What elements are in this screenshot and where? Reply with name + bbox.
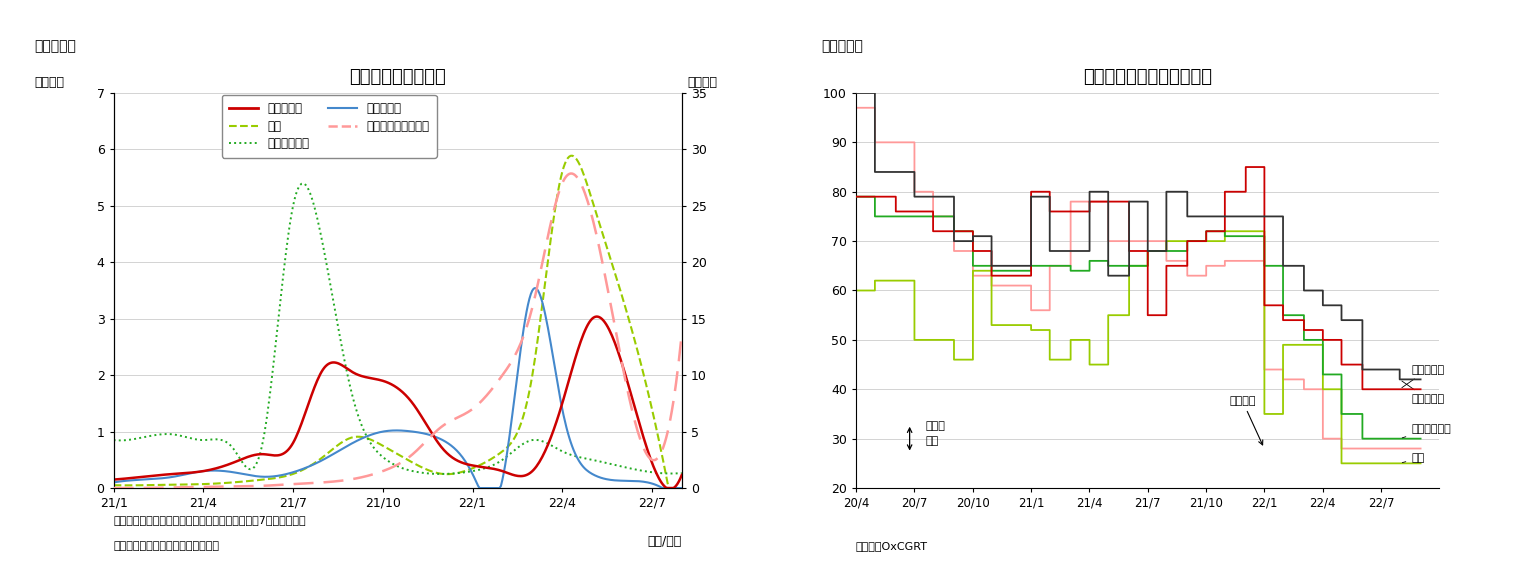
Title: 封じ込め政策の厳格度指数: 封じ込め政策の厳格度指数 bbox=[1083, 68, 1212, 86]
Title: 新規感染者数の推移: 新規感染者数の推移 bbox=[350, 68, 445, 86]
Text: （万人）: （万人） bbox=[33, 76, 64, 89]
Text: インドネシア: インドネシア bbox=[1403, 424, 1451, 438]
Text: ベトナム: ベトナム bbox=[1229, 396, 1264, 445]
Text: （資料）OxCGRT: （資料）OxCGRT bbox=[856, 541, 929, 551]
Text: （図表２）: （図表２） bbox=[33, 40, 76, 53]
Text: 厳しい: 厳しい bbox=[926, 421, 945, 431]
Text: （万人）: （万人） bbox=[688, 76, 718, 89]
Legend: マレーシア, タイ, インドネシア, フィリピン, ベトナム（右目盛）: マレーシア, タイ, インドネシア, フィリピン, ベトナム（右目盛） bbox=[221, 95, 436, 157]
Text: （図表３）: （図表３） bbox=[821, 40, 864, 53]
Text: （注）新規感染者数は累計感染者数の差分の後方7日移動平均値: （注）新規感染者数は累計感染者数の差分の後方7日移動平均値 bbox=[114, 515, 306, 525]
Text: タイ: タイ bbox=[1403, 453, 1424, 464]
Text: （資料）ジョンズ・ホプキンズ大学: （資料）ジョンズ・ホプキンズ大学 bbox=[114, 541, 220, 551]
Text: （年/月）: （年/月） bbox=[647, 536, 682, 548]
Text: 緩い: 緩い bbox=[926, 436, 939, 446]
Text: マレーシア: マレーシア bbox=[1401, 364, 1444, 388]
Text: フィリピン: フィリピン bbox=[1401, 381, 1444, 404]
